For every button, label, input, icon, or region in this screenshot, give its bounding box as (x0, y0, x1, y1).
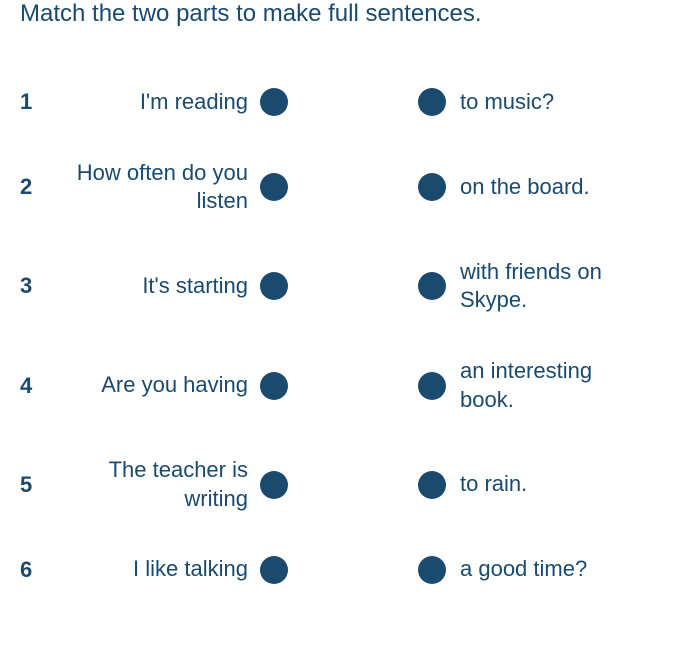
right-phrase: to music? (446, 88, 554, 117)
left-phrase: I like talking (60, 555, 260, 584)
right-phrase: on the board. (446, 173, 590, 202)
right-dot[interactable] (418, 556, 446, 584)
row-number: 5 (20, 472, 60, 498)
match-row: 6 I like talking a good time? (20, 555, 656, 584)
left-dot[interactable] (260, 556, 288, 584)
match-row: 1 I'm reading to music? (20, 88, 656, 117)
row-number: 2 (20, 174, 60, 200)
left-dot[interactable] (260, 372, 288, 400)
match-rows: 1 I'm reading to music? 2 How often do y… (20, 88, 656, 584)
left-dot[interactable] (260, 272, 288, 300)
right-phrase: to rain. (446, 470, 527, 499)
right-dot[interactable] (418, 272, 446, 300)
left-dot[interactable] (260, 173, 288, 201)
right-dot[interactable] (418, 372, 446, 400)
row-number: 4 (20, 373, 60, 399)
match-row: 3 It's starting with friends on Skype. (20, 258, 656, 315)
row-number: 1 (20, 89, 60, 115)
left-phrase: It's starting (60, 272, 260, 301)
left-phrase: Are you having (60, 371, 260, 400)
right-phrase: with friends on Skype. (446, 258, 646, 315)
left-phrase: The teacher is writing (60, 456, 260, 513)
left-dot[interactable] (260, 88, 288, 116)
row-number: 3 (20, 273, 60, 299)
right-phrase: a good time? (446, 555, 587, 584)
match-row: 2 How often do you listen on the board. (20, 159, 656, 216)
instruction-text: Match the two parts to make full sentenc… (20, 0, 656, 28)
row-number: 6 (20, 557, 60, 583)
match-row: 4 Are you having an interesting book. (20, 357, 656, 414)
right-dot[interactable] (418, 173, 446, 201)
left-phrase: I'm reading (60, 88, 260, 117)
match-row: 5 The teacher is writing to rain. (20, 456, 656, 513)
left-phrase: How often do you listen (60, 159, 260, 216)
right-dot[interactable] (418, 471, 446, 499)
right-dot[interactable] (418, 88, 446, 116)
right-phrase: an interesting book. (446, 357, 646, 414)
left-dot[interactable] (260, 471, 288, 499)
